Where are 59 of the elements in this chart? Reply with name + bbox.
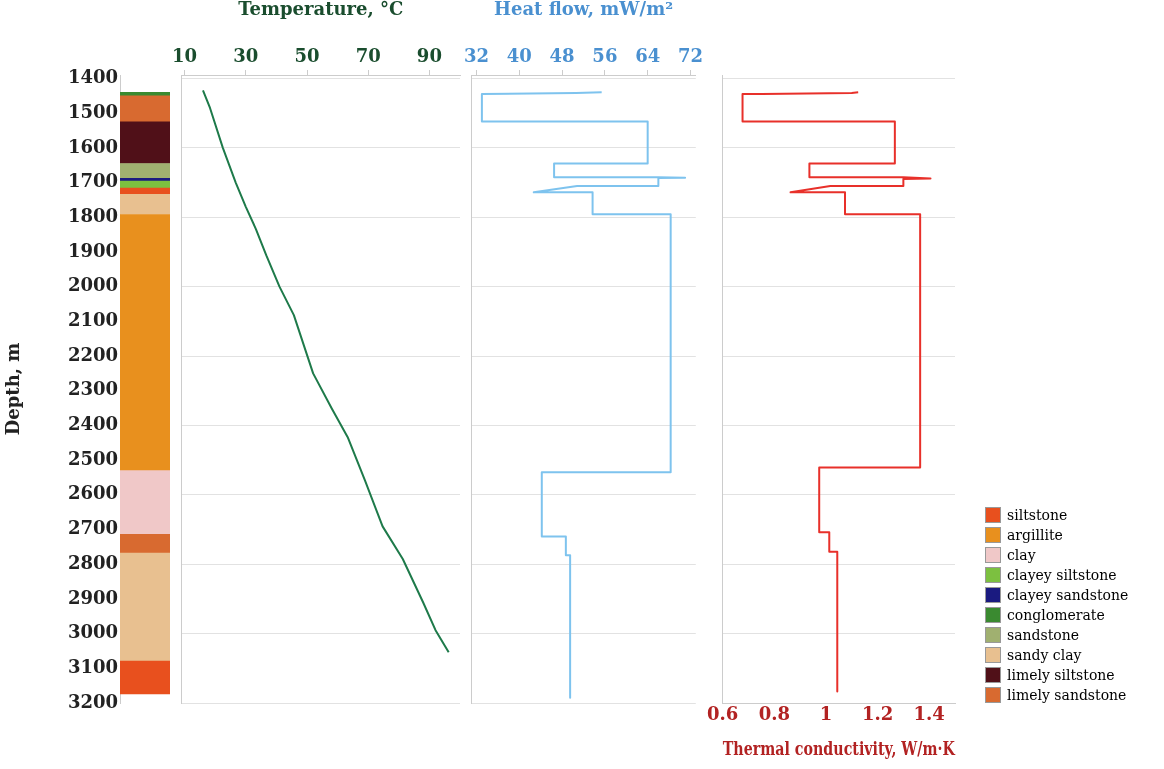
legend-label: conglomerate (1007, 606, 1105, 625)
bar (120, 180, 170, 188)
x-axis-title: Heat flow, mW/m² (493, 0, 674, 20)
legend-label: sandstone (1007, 626, 1080, 645)
y-tick-label: 2600 (67, 482, 118, 504)
y-tick-label: 3200 (67, 690, 118, 712)
bar (120, 214, 170, 471)
x-tick-label: 40 (506, 44, 532, 66)
x-tick-label: 10 (172, 44, 198, 66)
x-tick-label: 30 (233, 44, 259, 66)
y-axis-title: Depth, m (2, 342, 24, 436)
x-axis-title: Temperature, °C (238, 0, 404, 20)
y-tick-label: 1500 (67, 100, 118, 122)
x-tick-label: 56 (592, 44, 618, 66)
bar (120, 194, 170, 215)
x-tick-label: 0.6 (706, 703, 739, 725)
bar (120, 163, 170, 179)
y-tick-label: 2800 (67, 551, 118, 573)
y-tick-label: 1800 (67, 204, 118, 226)
x-tick-label: 48 (549, 44, 575, 66)
y-tick-label: 2200 (67, 343, 118, 365)
x-tick-label: 1 (819, 703, 833, 725)
x-tick-label: 50 (294, 44, 320, 66)
legend-label: siltstone (1007, 506, 1068, 525)
bar (120, 552, 170, 662)
x-tick-label: 0.8 (758, 703, 790, 725)
y-tick-label: 2500 (67, 447, 118, 469)
y-tick-label: 1400 (67, 66, 118, 88)
legend-label: clayey siltstone (1007, 566, 1117, 585)
legend-label: argillite (1007, 526, 1063, 545)
x-axis-title: Thermal conductivity, W/m·K (722, 738, 956, 760)
legend-label: sandy clay (1007, 646, 1082, 665)
y-tick-label: 2400 (67, 413, 118, 435)
y-tick-label: 3000 (67, 621, 118, 643)
bar (120, 121, 170, 164)
y-tick-label: 2300 (67, 378, 118, 400)
bar (120, 469, 170, 535)
legend-label: limely sandstone (1007, 686, 1127, 705)
legend-label: clay (1007, 546, 1036, 565)
x-tick-label: 32 (464, 44, 490, 66)
y-tick-label: 1700 (67, 170, 118, 192)
bar (120, 94, 170, 123)
x-tick-label: 70 (355, 44, 381, 66)
y-tick-label: 3100 (67, 655, 118, 677)
bar (120, 533, 170, 554)
y-tick-label: 2700 (67, 517, 118, 539)
y-tick-label: 1900 (67, 239, 118, 261)
y-tick-label: 1600 (67, 135, 118, 157)
x-tick-label: 64 (635, 44, 661, 66)
x-tick-label: 1.4 (913, 703, 945, 725)
bar (120, 660, 170, 695)
y-tick-label: 2100 (67, 309, 118, 331)
legend-label: limely siltstone (1007, 666, 1115, 685)
y-tick-label: 2900 (67, 586, 118, 608)
x-tick-label: 72 (677, 44, 703, 66)
x-tick-label: 1.2 (861, 703, 894, 725)
y-tick-label: 2000 (67, 274, 118, 296)
legend-label: clayey sandstone (1007, 586, 1129, 605)
x-tick-label: 90 (416, 44, 442, 66)
